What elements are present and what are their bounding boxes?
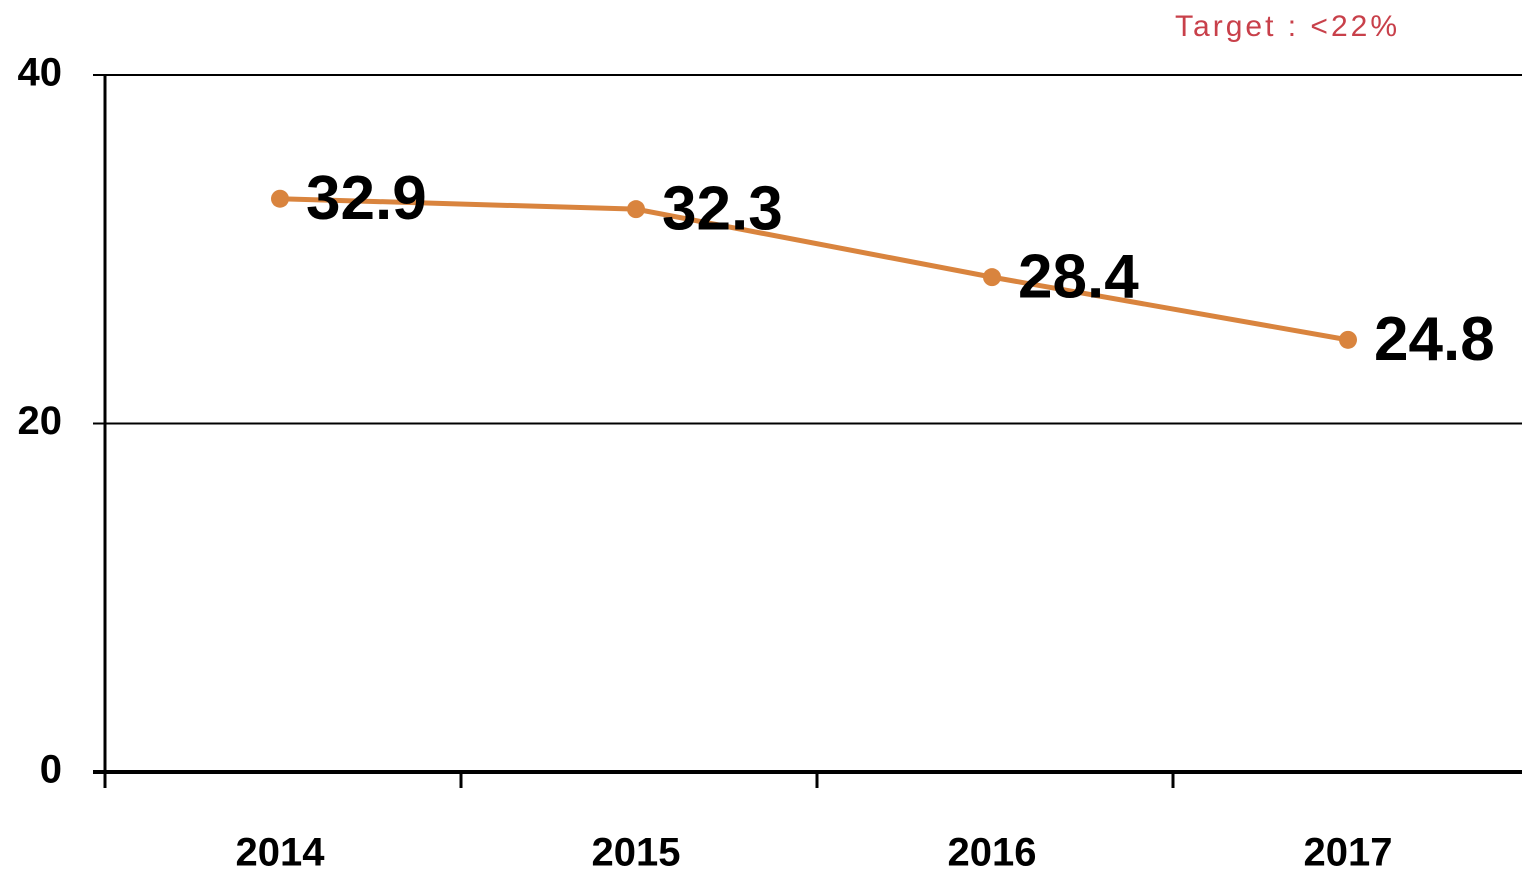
value-label: 32.3 <box>662 175 783 244</box>
value-label: 28.4 <box>1018 243 1139 312</box>
value-label: 24.8 <box>1374 305 1495 374</box>
value-label: 32.9 <box>306 164 427 233</box>
x-tick-label: 2014 <box>236 831 326 875</box>
x-tick-label: 2015 <box>592 831 681 875</box>
y-tick-label: 40 <box>18 51 63 95</box>
y-tick-label: 0 <box>40 748 62 792</box>
annotation: Target : <22% <box>1175 10 1400 43</box>
point <box>983 268 1001 287</box>
point <box>627 200 645 219</box>
point <box>271 189 289 208</box>
x-tick-label: 2016 <box>948 831 1037 875</box>
point <box>1339 330 1357 349</box>
line <box>279 196 1349 343</box>
x-tick-label: 2017 <box>1304 831 1393 875</box>
y-tick-label: 20 <box>18 399 63 443</box>
